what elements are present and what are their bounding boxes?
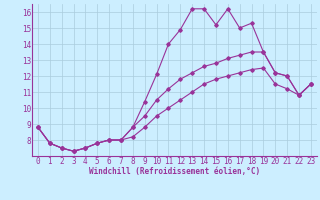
X-axis label: Windchill (Refroidissement éolien,°C): Windchill (Refroidissement éolien,°C) (89, 167, 260, 176)
